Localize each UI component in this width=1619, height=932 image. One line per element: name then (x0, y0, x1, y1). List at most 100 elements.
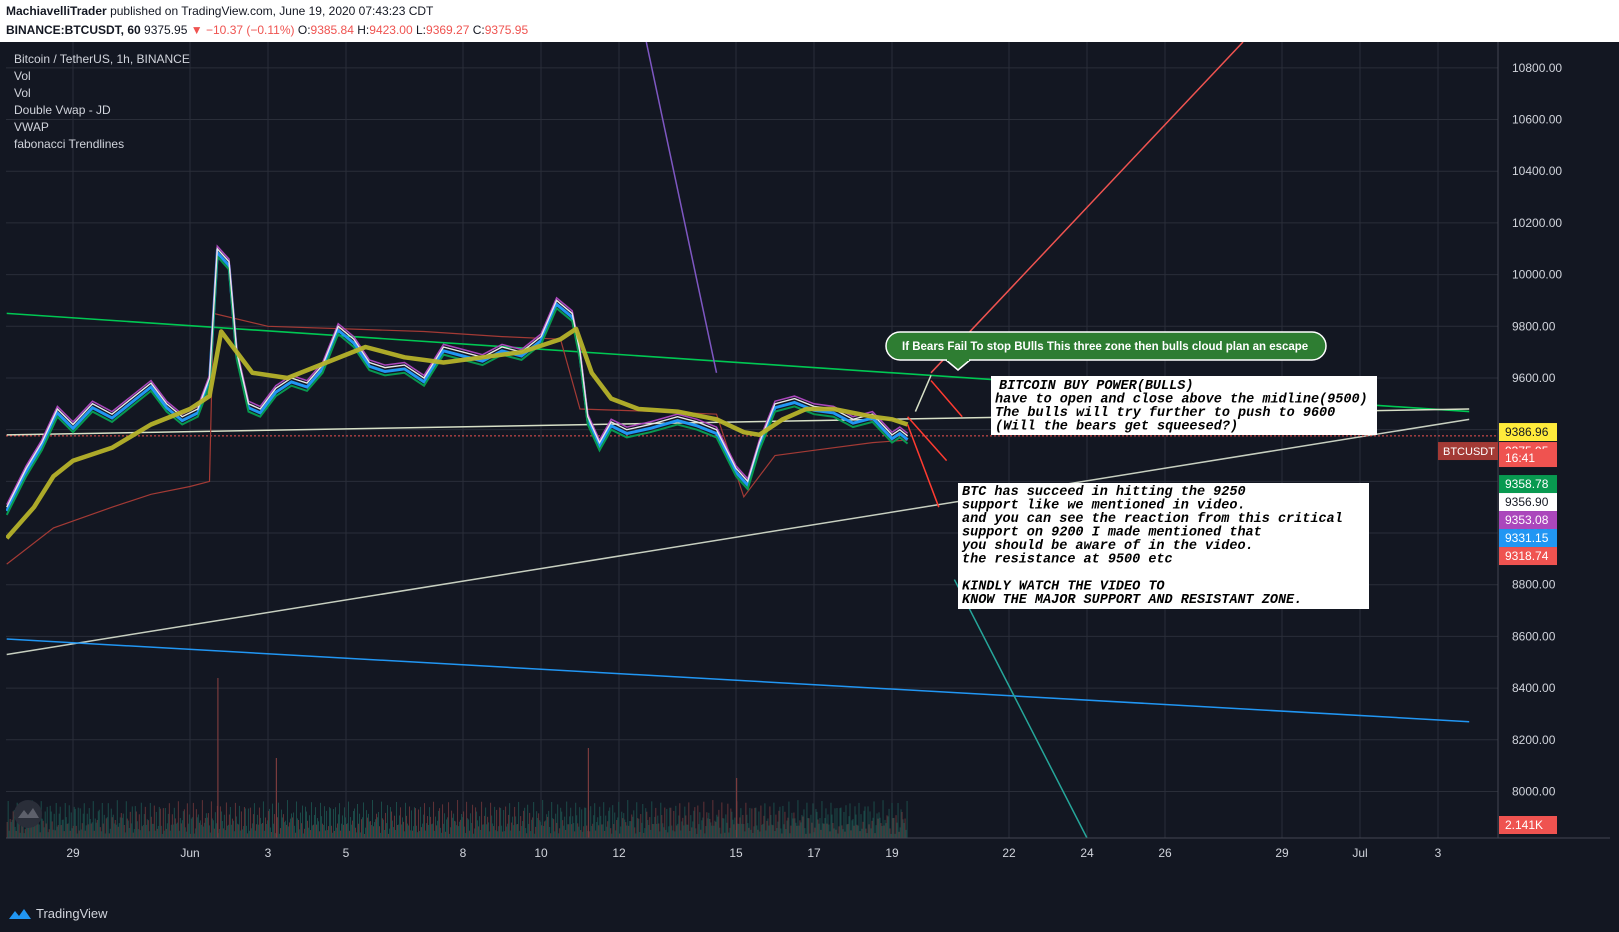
volume-bar (415, 808, 417, 838)
legend-indicator[interactable]: fabonacci Trendlines (14, 137, 125, 151)
tradingview-brand[interactable]: TradingView (8, 906, 108, 921)
volume-bar (45, 823, 47, 838)
volume-bar (741, 823, 743, 838)
volume-bar (111, 817, 113, 838)
volume-bar (425, 830, 427, 838)
volume-bar (121, 817, 123, 838)
volume-bar (88, 808, 90, 838)
legend-indicator[interactable]: Vol (14, 69, 31, 83)
annotation-box-2-line: and you can see the reaction from this c… (962, 512, 1343, 527)
volume-bar (771, 824, 773, 838)
volume-bar (905, 829, 907, 838)
volume-bar (85, 825, 87, 838)
legend-title[interactable]: Bitcoin / TetherUS, 1h, BINANCE (14, 52, 190, 66)
volume-bar (378, 811, 379, 838)
volume-spike (587, 748, 589, 838)
volume-bar (654, 816, 656, 838)
volume-bar (123, 824, 125, 838)
volume-bar (110, 808, 112, 838)
volume-bar (622, 818, 624, 838)
price-chart[interactable]: 8000.008200.008400.008600.008800.009000.… (6, 42, 1610, 898)
volume-bar (558, 833, 560, 838)
volume-bar (360, 832, 361, 838)
volume-bar (116, 800, 118, 838)
chart-area[interactable]: 8000.008200.008400.008600.008800.009000.… (6, 42, 1610, 898)
volume-bar (686, 824, 688, 838)
volume-bar (139, 830, 141, 838)
publisher-name[interactable]: MachiavelliTrader (6, 4, 107, 18)
volume-bar (376, 813, 377, 838)
volume-bar (167, 813, 169, 838)
volume-bar (455, 821, 457, 838)
volume-bar (885, 823, 887, 838)
volume-bar (887, 816, 889, 838)
volume-bar (706, 812, 708, 838)
volume-bar (127, 820, 129, 838)
volume-bar (289, 818, 291, 838)
volume-bar (514, 806, 516, 838)
annotation-box-2-line: the resistance at 9500 etc (962, 553, 1173, 568)
volume-bar (770, 814, 772, 838)
volume-bar (447, 817, 449, 838)
volume-bar (618, 801, 620, 838)
volume-bar (467, 818, 469, 838)
volume-bar (14, 826, 16, 838)
trendline-white-lower (6, 418, 1470, 656)
volume-bar (412, 830, 414, 838)
legend-indicator[interactable]: Vol (14, 86, 31, 100)
volume-bar (863, 810, 865, 838)
volume-bar (132, 832, 134, 838)
legend-indicator[interactable]: Double Vwap - JD (14, 103, 111, 117)
volume-bar (251, 823, 253, 838)
volume-bar (205, 813, 207, 838)
time-tick-label: 15 (729, 846, 743, 860)
volume-bar (592, 823, 594, 838)
volume-bar (310, 830, 311, 838)
volume-bar (763, 815, 765, 838)
volume-bar (462, 817, 464, 838)
volume-bar (101, 802, 103, 838)
volume-bar (683, 825, 685, 838)
volume-bar (479, 816, 481, 838)
volume-bar (773, 802, 775, 838)
volume-bar (304, 806, 306, 838)
volume-bar (753, 826, 755, 838)
volume-bar (490, 802, 492, 838)
volume-bar (892, 818, 894, 838)
volume-bar (411, 810, 413, 838)
volume-bar (146, 819, 148, 838)
volume-bar (190, 818, 192, 838)
volume-bar (784, 811, 786, 838)
volume-bar (714, 820, 716, 838)
price-tag-bg (1499, 511, 1557, 530)
time-tick-label: 24 (1080, 846, 1094, 860)
volume-bar (883, 825, 885, 838)
volume-bar (91, 822, 93, 838)
volume-bar (413, 826, 415, 838)
volume-bar (233, 831, 235, 838)
volume-bar (225, 802, 227, 838)
volume-bar (67, 823, 69, 838)
volume-bar (779, 806, 781, 838)
volume-bar (828, 824, 830, 838)
volume-bar (807, 818, 809, 838)
volume-bar (386, 823, 387, 838)
volume-bar (798, 825, 800, 838)
volume-bar (889, 828, 891, 838)
volume-bar (301, 805, 303, 838)
volume-bar (8, 830, 10, 838)
volume-bar (343, 824, 344, 838)
volume-bar (256, 814, 258, 838)
volume-bar (37, 814, 39, 838)
volume-bar (862, 821, 864, 838)
legend-indicator[interactable]: VWAP (14, 120, 49, 134)
volume-bar (492, 823, 494, 838)
volume-bar (363, 802, 364, 838)
volume-bar (286, 800, 288, 838)
volume-bar (585, 807, 587, 838)
volume-bar (105, 818, 107, 838)
volume-bar (485, 807, 487, 838)
volume-bar (285, 824, 287, 838)
volume-bar (685, 815, 687, 838)
volume-bar (735, 829, 737, 838)
